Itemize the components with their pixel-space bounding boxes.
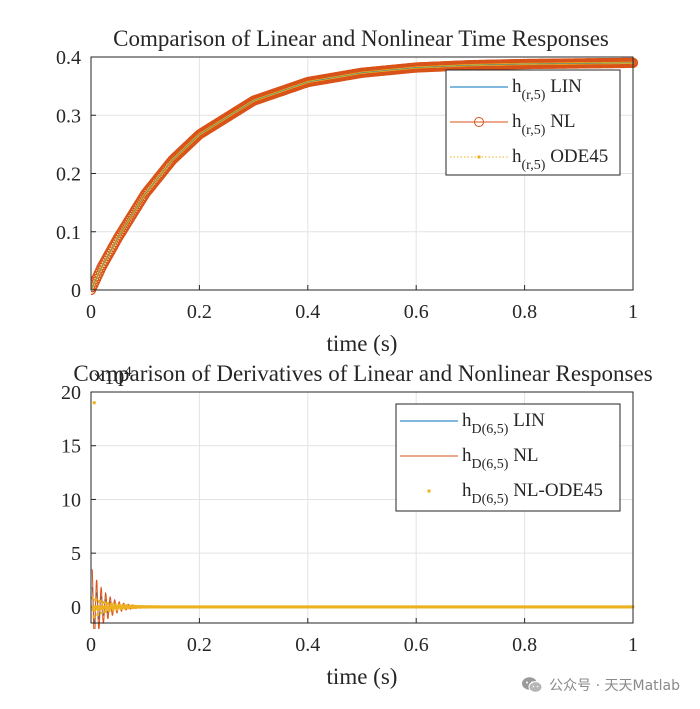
legend-label-sub: D(6,5) <box>472 422 509 437</box>
x-tick-label: 0 <box>86 301 96 323</box>
series-group <box>91 57 639 296</box>
legend-label: hD(6,5) LIN <box>462 410 545 437</box>
legend-label-sub: D(6,5) <box>472 492 509 507</box>
legend-entry: hD(6,5) NL-ODE45 <box>427 480 603 507</box>
ode45-marker <box>101 607 104 611</box>
legend-label-base: h <box>512 146 522 167</box>
x-tick-label: 0.2 <box>187 301 212 323</box>
legend-box <box>395 403 621 512</box>
legend-label-base: h <box>462 480 472 501</box>
legend-label-suffix: NL <box>508 445 538 466</box>
legend-label-sub: (r,5) <box>522 123 546 138</box>
ode45-marker <box>97 608 100 612</box>
ode45-marker <box>108 609 111 612</box>
ode45-marker <box>102 601 106 604</box>
y-tick-label: 5 <box>71 543 81 565</box>
legend-entry: h(r,5) LIN <box>450 76 582 103</box>
x-axis-label: time (s) <box>327 331 398 356</box>
ode45-marker <box>104 610 107 614</box>
legend-label: hD(6,5) NL-ODE45 <box>462 480 603 507</box>
ode45-marker <box>114 603 117 606</box>
legend-label-base: h <box>462 410 472 431</box>
wechat-icon <box>522 677 543 693</box>
y-tick-label: 0.3 <box>56 105 81 127</box>
exponent-power: 4 <box>124 364 132 380</box>
ode45-marker <box>93 609 96 612</box>
legend-label: h(r,5) ODE45 <box>512 146 608 173</box>
chart-title: Comparison of Linear and Nonlinear Time … <box>113 26 609 51</box>
ode45-spike-marker <box>92 401 96 405</box>
exponent-base: ×10 <box>93 367 124 389</box>
x-tick-label: 0.4 <box>295 301 320 323</box>
legend-marker <box>477 155 481 159</box>
legend-label: hD(6,5) NL <box>462 445 539 472</box>
ode45-marker <box>104 607 108 610</box>
x-tick-label: 1 <box>628 634 638 656</box>
axes-box <box>90 56 634 291</box>
ode45-marker <box>96 613 100 616</box>
ode45-marker <box>111 608 115 612</box>
ode45-marker <box>91 608 95 611</box>
watermark-text: 公众号 · 天天Matlab <box>549 678 680 694</box>
x-tick-label: 0.6 <box>404 634 429 656</box>
legend-label-suffix: NL-ODE45 <box>508 480 602 501</box>
x-tick-label: 0.4 <box>295 634 320 656</box>
y-tick-label: 0.1 <box>56 222 81 244</box>
ode45-marker <box>98 599 102 603</box>
x-tick-label: 1 <box>628 301 638 323</box>
x-tick-label: 0.8 <box>512 634 537 656</box>
legend-entry: hD(6,5) LIN <box>400 410 545 437</box>
legend-label: h(r,5) LIN <box>512 76 582 103</box>
ode45-marker <box>94 598 98 601</box>
lin-line <box>91 62 634 291</box>
y-tick-label: 15 <box>61 436 81 458</box>
y-tick-label: 0.4 <box>56 47 81 69</box>
legend-label-suffix: ODE45 <box>545 146 608 167</box>
legend-label-base: h <box>462 445 472 466</box>
legend-marker <box>474 117 484 127</box>
watermark: 公众号 · 天天Matlab <box>521 675 680 695</box>
legend-label-suffix: NL <box>545 111 575 132</box>
y-tick-label: 20 <box>61 382 81 404</box>
chart-title: Comparison of Derivatives of Linear and … <box>73 361 652 386</box>
x-tick-label: 0.2 <box>187 634 212 656</box>
legend-label: h(r,5) NL <box>512 111 576 138</box>
legend-label-base: h <box>512 76 522 97</box>
x-tick-label: 0 <box>86 634 96 656</box>
legend-entry: h(r,5) NL <box>450 111 576 138</box>
y-tick-label: 10 <box>61 489 81 511</box>
legend-label-base: h <box>512 111 522 132</box>
legend-label-suffix: LIN <box>508 410 545 431</box>
legend-label-sub: D(6,5) <box>472 457 509 472</box>
legend-label-sub: (r,5) <box>522 88 546 103</box>
exponent-label: ×104 <box>93 364 132 389</box>
y-tick-label: 0 <box>71 597 81 619</box>
ode45-marker <box>110 602 113 606</box>
ode45-marker <box>92 615 96 619</box>
ode45-marker <box>118 603 121 607</box>
ode45-marker <box>115 607 119 611</box>
legend-label-sub: (r,5) <box>522 158 546 173</box>
legend-marker <box>427 489 431 493</box>
x-axis-label: time (s) <box>327 664 398 689</box>
legend-entry: hD(6,5) NL <box>400 445 539 472</box>
ode45-marker <box>100 611 103 615</box>
axes-box <box>90 391 634 624</box>
x-tick-label: 0.8 <box>512 301 537 323</box>
y-tick-label: 0.2 <box>56 164 81 186</box>
ode45-marker <box>99 607 103 610</box>
legend-entry: h(r,5) ODE45 <box>450 146 608 173</box>
ode45-marker <box>95 607 99 611</box>
ode45-marker <box>91 596 94 599</box>
ode45-marker <box>106 601 110 605</box>
legend-label-suffix: LIN <box>545 76 582 97</box>
series-group <box>91 401 635 629</box>
chart-1: 0 0.2 0.4 0.6 0.8 1 0 0.1 0.2 0.3 0.4 Comparison of… <box>56 26 639 356</box>
x-tick-label: 0.6 <box>404 301 429 323</box>
y-tick-label: 0 <box>71 280 81 302</box>
